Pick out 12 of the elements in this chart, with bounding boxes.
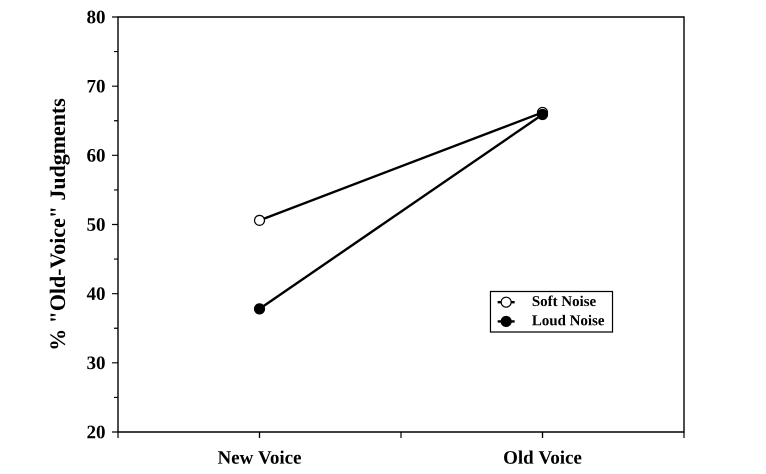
y-tick-label: 70 [88, 80, 105, 93]
y-tick-label: 80 [87, 10, 105, 24]
y-tick-label: 60 [87, 148, 105, 162]
legend-label: Soft Noise [532, 295, 596, 306]
x-tick-label: Old Voice [504, 450, 582, 464]
y-tick-label: 50 [87, 218, 105, 231]
legend-label: Loud Noise [532, 314, 604, 326]
y-tick-label: 20 [87, 426, 105, 438]
y-tick-label: 40 [86, 287, 105, 300]
x-tick-label: New Voice [218, 450, 301, 464]
y-tick-label: 30 [87, 356, 105, 370]
y-axis-title: % "Old-Voice" Judgments [50, 98, 70, 348]
